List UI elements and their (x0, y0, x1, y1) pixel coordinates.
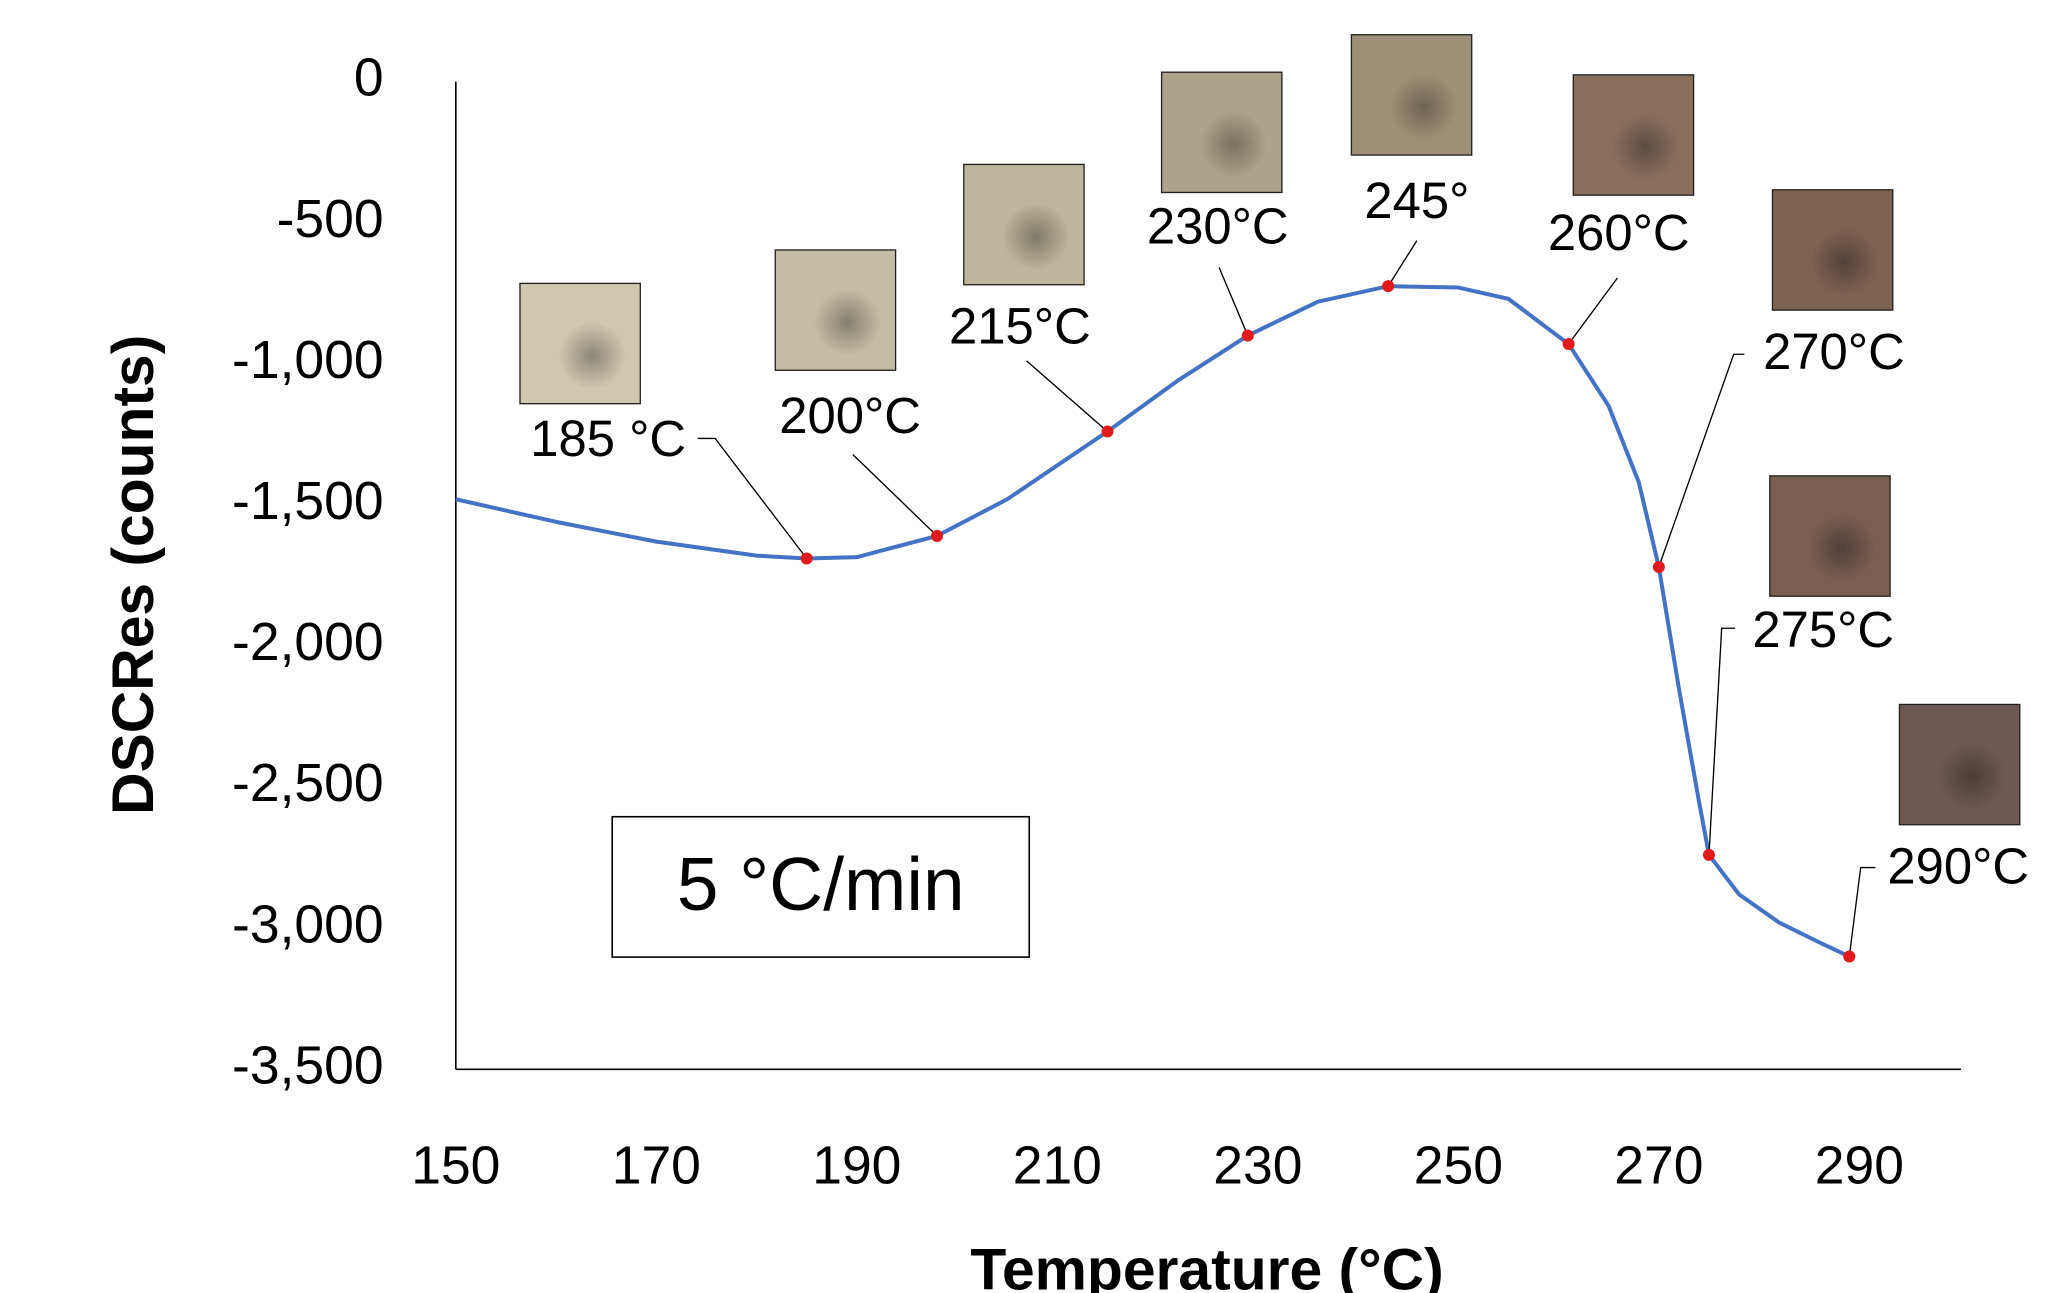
y-tick-label: -3,500 (232, 1036, 384, 1095)
y-axis-title: DSCRes (counts) (101, 335, 166, 815)
leader-line (1709, 628, 1735, 855)
x-tick-label: 270 (1614, 1137, 1703, 1196)
leader-line (1569, 278, 1618, 344)
y-tick-label: -2,500 (232, 754, 384, 813)
rate-label: 5 °C/min (677, 842, 965, 926)
marker (1242, 330, 1254, 342)
micrograph (1770, 476, 1890, 596)
marker (1703, 849, 1715, 861)
marker (1563, 338, 1575, 350)
micrograph (1162, 72, 1282, 192)
y-tick-label: -2,000 (232, 613, 384, 672)
x-tick-label: 170 (612, 1137, 701, 1196)
marker (801, 553, 813, 565)
leader-line (1659, 354, 1745, 567)
annotation-label: 290°C (1887, 838, 2029, 895)
marker (1101, 425, 1113, 437)
annotation-label: 275°C (1752, 601, 1894, 658)
chart: Temperature (°C) DSCRes (counts) 5 °C/mi… (0, 0, 2066, 1293)
leader-line (1388, 241, 1417, 287)
annotation-label: 185 °C (530, 410, 686, 467)
annotation-label: 245° (1364, 172, 1469, 229)
annotation-label: 270°C (1763, 323, 1905, 380)
leader-line (1027, 361, 1108, 432)
x-tick-label: 230 (1213, 1137, 1302, 1196)
x-tick-label: 290 (1815, 1137, 1904, 1196)
x-tick-label: 250 (1414, 1137, 1503, 1196)
leader-line (1219, 267, 1248, 335)
marker (1843, 950, 1855, 962)
annotation-label: 215°C (949, 298, 1091, 355)
marker (1382, 280, 1394, 292)
micrograph (1351, 35, 1471, 155)
x-tick-label: 190 (812, 1137, 901, 1196)
marker (1653, 561, 1665, 573)
micrograph (964, 164, 1084, 284)
y-tick-label: -1,000 (232, 331, 384, 390)
annotation-label: 260°C (1548, 204, 1690, 261)
micrograph (1573, 75, 1693, 195)
x-axis-title: Temperature (°C) (970, 1237, 1443, 1293)
y-tick-label: -1,500 (232, 472, 384, 531)
leader-line (698, 438, 807, 558)
annotation-label: 200°C (779, 387, 921, 444)
y-tick-label: 0 (354, 49, 384, 108)
micrograph (1899, 704, 2019, 824)
x-tick-label: 150 (411, 1137, 500, 1196)
annotation-label: 230°C (1147, 197, 1289, 254)
leader-line (853, 454, 937, 535)
micrograph (1772, 190, 1892, 310)
leader-line (1849, 868, 1875, 957)
marker (931, 530, 943, 542)
y-tick-label: -500 (277, 190, 384, 249)
micrograph (775, 250, 895, 370)
x-tick-label: 210 (1013, 1137, 1102, 1196)
micrograph (520, 283, 640, 403)
y-tick-label: -3,000 (232, 895, 384, 954)
